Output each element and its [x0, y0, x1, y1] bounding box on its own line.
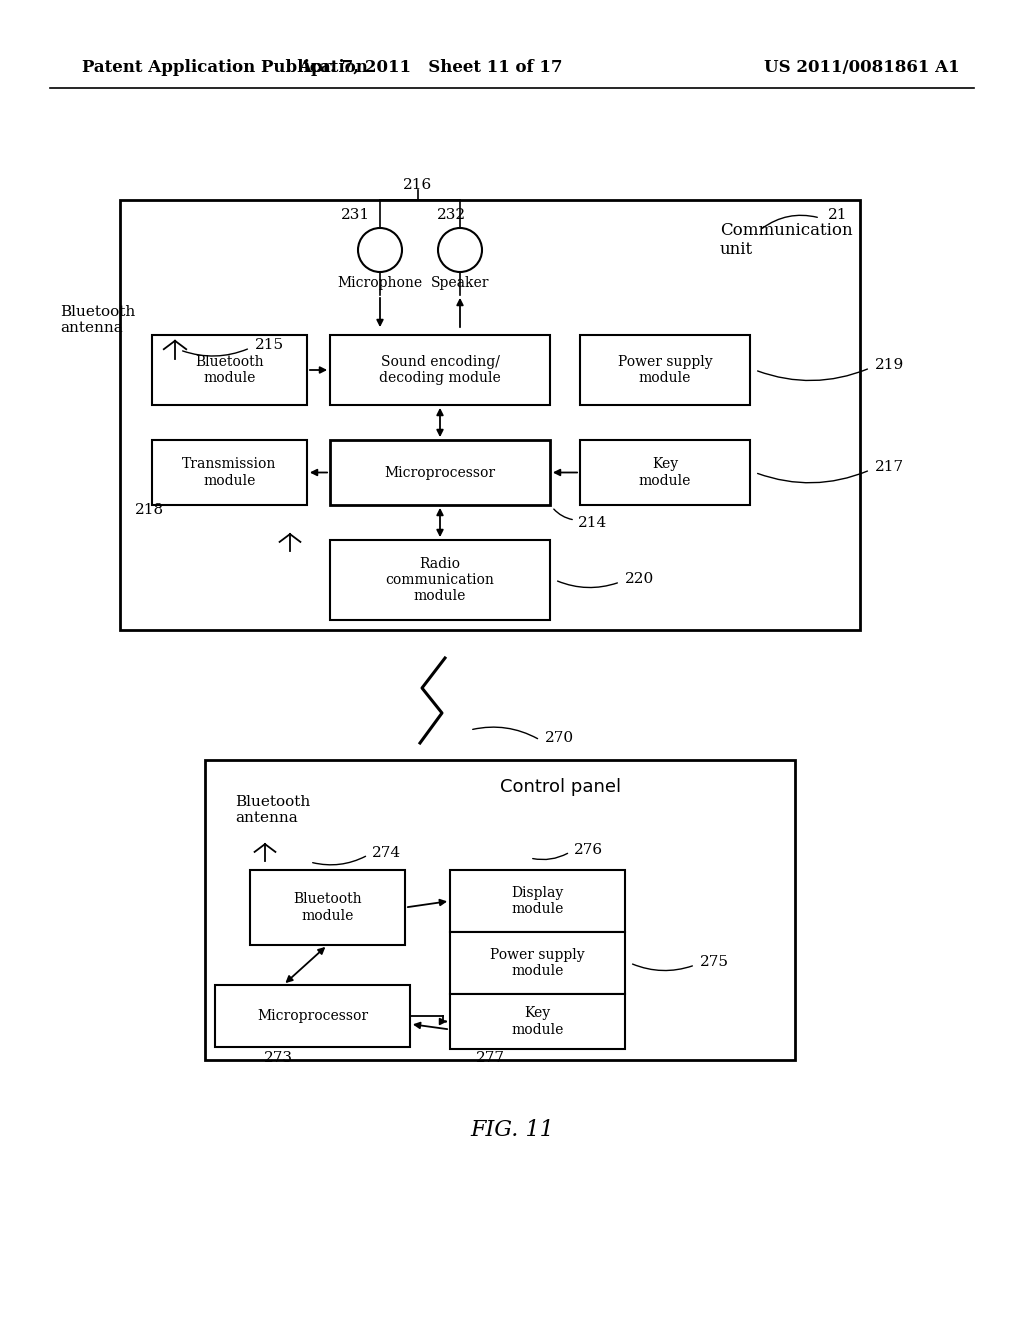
Text: Patent Application Publication: Patent Application Publication: [82, 59, 368, 77]
Bar: [580, 440, 750, 506]
Text: Bluetooth
antenna: Bluetooth antenna: [234, 795, 310, 825]
Text: Radio
communication
module: Radio communication module: [386, 557, 495, 603]
Text: 217: 217: [874, 459, 904, 474]
Text: US 2011/0081861 A1: US 2011/0081861 A1: [764, 59, 961, 77]
Text: 231: 231: [340, 209, 370, 222]
Text: Microphone: Microphone: [338, 276, 423, 290]
Text: Bluetooth
module: Bluetooth module: [293, 892, 361, 923]
Text: 274: 274: [372, 846, 401, 861]
Text: 21: 21: [828, 209, 848, 222]
Bar: [580, 335, 750, 405]
Text: Communication
unit: Communication unit: [720, 222, 853, 259]
Bar: [205, 760, 795, 1060]
Text: 218: 218: [135, 503, 164, 517]
Bar: [250, 870, 406, 945]
Text: 216: 216: [403, 178, 432, 191]
Text: Sound encoding/
decoding module: Sound encoding/ decoding module: [379, 355, 501, 385]
Text: Control panel: Control panel: [500, 777, 622, 796]
Text: 270: 270: [545, 731, 574, 744]
Text: Key
module: Key module: [639, 458, 691, 487]
Text: Microprocessor: Microprocessor: [384, 466, 496, 479]
Text: 275: 275: [700, 954, 729, 969]
Text: Display
module: Display module: [511, 886, 563, 916]
Bar: [120, 201, 860, 630]
Text: Power supply
module: Power supply module: [617, 355, 713, 385]
Text: FIG. 11: FIG. 11: [470, 1119, 554, 1140]
Text: 219: 219: [874, 358, 904, 372]
Text: Apr. 7, 2011   Sheet 11 of 17: Apr. 7, 2011 Sheet 11 of 17: [298, 59, 562, 77]
Bar: [152, 335, 307, 405]
Text: 214: 214: [578, 516, 607, 531]
Text: Microprocessor: Microprocessor: [257, 1008, 368, 1023]
Text: 220: 220: [625, 572, 654, 586]
Text: 232: 232: [437, 209, 467, 222]
Text: 276: 276: [574, 843, 603, 857]
Text: Bluetooth
antenna: Bluetooth antenna: [60, 305, 135, 335]
Text: Transmission
module: Transmission module: [182, 458, 276, 487]
Bar: [330, 440, 550, 506]
Text: 273: 273: [263, 1051, 293, 1065]
Text: 277: 277: [475, 1051, 505, 1065]
Bar: [450, 870, 625, 932]
Bar: [450, 994, 625, 1049]
Bar: [152, 440, 307, 506]
Text: Speaker: Speaker: [431, 276, 489, 290]
Bar: [330, 335, 550, 405]
Text: 215: 215: [255, 338, 284, 352]
Text: Bluetooth
module: Bluetooth module: [196, 355, 264, 385]
Text: Key
module: Key module: [511, 1006, 563, 1036]
Text: Power supply
module: Power supply module: [490, 948, 585, 978]
Bar: [330, 540, 550, 620]
Bar: [450, 932, 625, 994]
Bar: [215, 985, 410, 1047]
